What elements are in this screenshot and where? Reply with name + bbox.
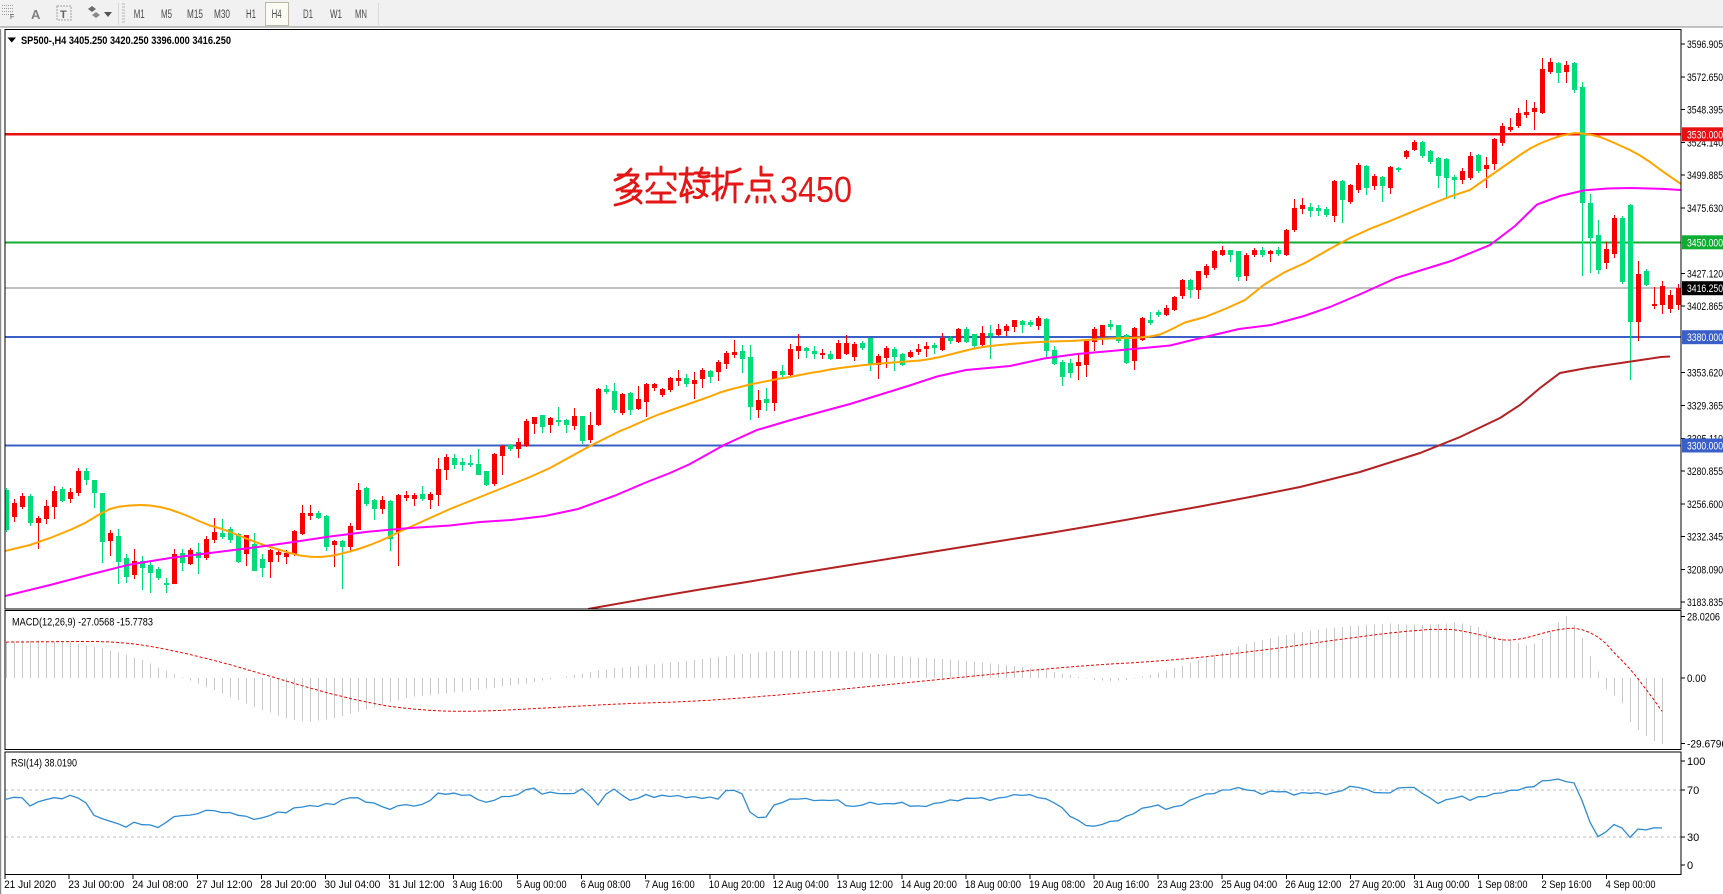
svg-text:3232.345: 3232.345 [1687, 532, 1723, 544]
svg-text:30: 30 [1687, 832, 1699, 844]
svg-text:4 Sep 00:00: 4 Sep 00:00 [1606, 879, 1656, 891]
svg-text:3548.395: 3548.395 [1687, 105, 1723, 117]
svg-text:3353.620: 3353.620 [1687, 368, 1723, 380]
svg-text:27 Aug 20:00: 27 Aug 20:00 [1349, 879, 1405, 891]
svg-text:28 Jul 20:00: 28 Jul 20:00 [260, 879, 316, 891]
svg-text:M5: M5 [161, 9, 172, 21]
svg-text:3329.365: 3329.365 [1687, 401, 1723, 413]
svg-text:0.00: 0.00 [1687, 673, 1706, 685]
svg-text:3530.000: 3530.000 [1687, 129, 1723, 141]
svg-text:31 Aug 00:00: 31 Aug 00:00 [1413, 879, 1469, 891]
svg-text:F: F [10, 14, 14, 21]
svg-text:3450: 3450 [780, 169, 852, 210]
svg-text:23 Aug 23:00: 23 Aug 23:00 [1157, 879, 1213, 891]
svg-text:3380.000: 3380.000 [1687, 332, 1723, 344]
svg-text:12 Aug 04:00: 12 Aug 04:00 [773, 879, 829, 891]
svg-text:-29.6796: -29.6796 [1687, 739, 1723, 751]
svg-text:100: 100 [1687, 756, 1705, 768]
svg-text:31 Jul 12:00: 31 Jul 12:00 [389, 879, 445, 891]
svg-text:23 Jul 00:00: 23 Jul 00:00 [68, 879, 124, 891]
svg-text:19 Aug 08:00: 19 Aug 08:00 [1029, 879, 1085, 891]
svg-text:A: A [31, 7, 41, 22]
svg-text:70: 70 [1687, 785, 1699, 797]
svg-text:3280.855: 3280.855 [1687, 466, 1723, 478]
svg-text:RSI(14) 38.0190: RSI(14) 38.0190 [11, 758, 77, 770]
svg-text:3402.865: 3402.865 [1687, 301, 1723, 313]
svg-text:H4: H4 [272, 9, 282, 21]
svg-text:3475.630: 3475.630 [1687, 203, 1723, 215]
svg-text:T: T [60, 9, 67, 21]
svg-text:3256.600: 3256.600 [1687, 499, 1723, 511]
svg-text:M15: M15 [187, 9, 203, 21]
svg-text:26 Aug 12:00: 26 Aug 12:00 [1285, 879, 1341, 891]
svg-text:14 Aug 20:00: 14 Aug 20:00 [901, 879, 957, 891]
svg-text:3499.885: 3499.885 [1687, 170, 1723, 182]
svg-text:27 Jul 12:00: 27 Jul 12:00 [196, 879, 252, 891]
svg-text:28.0206: 28.0206 [1687, 611, 1720, 623]
svg-text:5 Aug 00:00: 5 Aug 00:00 [517, 879, 567, 891]
svg-text:W1: W1 [330, 9, 342, 21]
svg-text:7 Aug 16:00: 7 Aug 16:00 [645, 879, 695, 891]
svg-text:M30: M30 [214, 9, 230, 21]
svg-text:3416.250: 3416.250 [1687, 283, 1723, 295]
svg-text:30 Jul 04:00: 30 Jul 04:00 [324, 879, 380, 891]
svg-text:3450.000: 3450.000 [1687, 237, 1723, 249]
svg-text:3183.835: 3183.835 [1687, 597, 1723, 609]
svg-text:M1: M1 [134, 9, 145, 21]
svg-text:0: 0 [1687, 860, 1693, 872]
svg-text:3300.000: 3300.000 [1687, 441, 1723, 453]
svg-text:3 Aug 16:00: 3 Aug 16:00 [453, 879, 503, 891]
svg-text:3596.905: 3596.905 [1687, 39, 1723, 51]
svg-text:25 Aug 04:00: 25 Aug 04:00 [1221, 879, 1277, 891]
svg-text:3572.650: 3572.650 [1687, 72, 1723, 84]
svg-text:18 Aug 00:00: 18 Aug 00:00 [965, 879, 1021, 891]
svg-text:MACD(12,26,9) -27.0568 -15.778: MACD(12,26,9) -27.0568 -15.7783 [12, 617, 153, 629]
svg-text:24 Jul 08:00: 24 Jul 08:00 [132, 879, 188, 891]
svg-text:10 Aug 20:00: 10 Aug 20:00 [709, 879, 765, 891]
svg-text:D1: D1 [303, 9, 313, 21]
svg-text:MN: MN [355, 9, 367, 21]
svg-text:3208.090: 3208.090 [1687, 564, 1723, 576]
svg-text:SP500-,H4 3405.250 3420.250 3: SP500-,H4 3405.250 3420.250 3396.000 341… [21, 35, 231, 47]
svg-text:6 Aug 08:00: 6 Aug 08:00 [581, 879, 631, 891]
svg-text:2 Sep 16:00: 2 Sep 16:00 [1542, 879, 1592, 891]
svg-text:21 Jul 2020: 21 Jul 2020 [4, 879, 56, 891]
svg-text:13 Aug 12:00: 13 Aug 12:00 [837, 879, 893, 891]
svg-text:20 Aug 16:00: 20 Aug 16:00 [1093, 879, 1149, 891]
svg-text:H1: H1 [246, 9, 256, 21]
svg-text:3427.120: 3427.120 [1687, 268, 1723, 280]
svg-text:1 Sep 08:00: 1 Sep 08:00 [1478, 879, 1528, 891]
